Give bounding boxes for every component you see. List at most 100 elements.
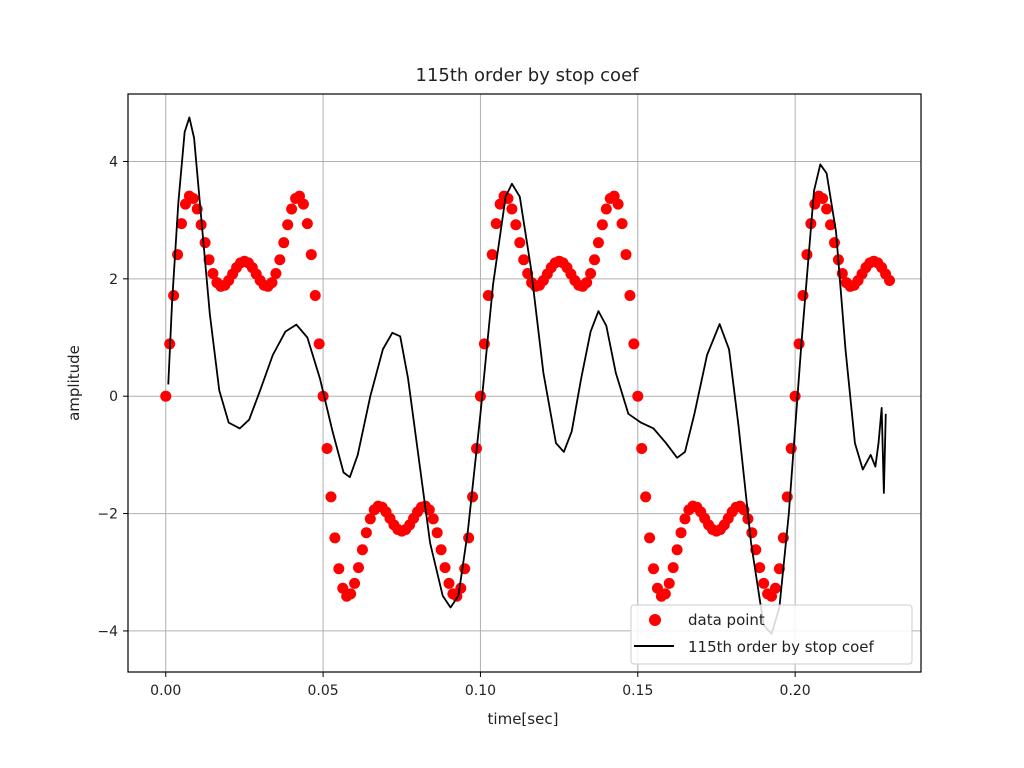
y-tick-label: 0 [109,389,118,405]
data-point [632,390,644,402]
data-point [620,249,632,261]
data-point [203,254,215,266]
data-point [199,237,211,249]
data-point [600,203,612,215]
data-point [659,588,671,600]
x-tick-label: 0.20 [780,683,811,699]
data-point [309,290,321,302]
data-point [360,527,372,539]
data-point [364,513,376,525]
plot-area [127,93,922,673]
data-point [443,577,455,589]
y-tick-label: 4 [109,154,118,170]
data-point [313,338,325,350]
data-point [596,219,608,231]
data-point [817,193,829,205]
data-point [793,338,805,350]
data-point [828,237,840,249]
data-point [679,513,691,525]
data-point [333,563,345,575]
data-point [514,237,526,249]
legend-label-data-point: data point [688,611,765,629]
data-point [510,219,522,231]
data-point [286,203,298,215]
y-axis: −4 −2 0 2 4 [97,154,128,640]
y-tick-label: −4 [97,624,118,640]
data-point [675,527,687,539]
data-point [746,527,758,539]
data-point [797,290,809,302]
legend: data point 115th order by stop coef [630,604,913,665]
data-point [884,275,896,287]
data-point [467,491,479,503]
x-tick-label: 0.00 [150,683,181,699]
data-point [176,218,187,230]
data-point [825,219,837,231]
data-point [616,218,628,230]
data-point [518,254,530,266]
data-point [663,577,675,589]
legend-box [630,604,913,665]
data-point [207,268,219,280]
x-axis: 0.00 0.05 0.10 0.15 0.20 [150,672,811,699]
data-point [785,443,797,455]
data-point [789,390,801,402]
x-tick-label: 0.10 [465,683,496,699]
data-point [455,582,467,594]
data-point [356,544,368,556]
data-point [624,290,636,302]
data-point [769,582,781,594]
data-point [345,588,357,600]
data-point [671,544,683,556]
data-point [172,249,184,261]
data-point [474,390,486,402]
data-point [506,203,518,215]
data-point [463,532,475,544]
data-point [592,237,604,249]
data-point [325,491,337,503]
data-point [187,193,199,205]
data-point [317,390,329,402]
data-point [612,198,624,210]
y-tick-label: 2 [109,272,118,288]
fit-line [167,116,887,635]
data-point [431,527,443,539]
data-point [266,277,278,289]
data-point [297,198,309,210]
data-point [439,562,451,574]
x-axis-label: time[sec] [488,710,559,728]
data-point [435,544,447,556]
data-point [329,532,341,544]
y-axis-label: amplitude [65,345,83,421]
plot-frame [127,93,922,673]
data-point [628,338,640,350]
data-point [758,577,770,589]
y-tick-label: −2 [97,507,118,523]
data-point [490,218,502,230]
data-point [486,249,498,261]
data-point [321,443,333,455]
data-point [801,249,813,261]
data-point [644,532,656,544]
data-point [581,277,593,289]
data-point [754,562,766,574]
data-point [427,513,439,525]
data-point [274,254,286,266]
data-point [636,443,648,455]
data-point [278,237,290,249]
data-point [821,203,833,215]
data-point [648,563,660,575]
legend-marker-data-point [649,614,661,626]
data-point [168,290,180,302]
data-point [301,218,313,230]
data-point [589,254,601,266]
legend-label-fit-line: 115th order by stop coef [688,638,875,656]
x-tick-label: 0.05 [308,683,339,699]
data-point [270,268,282,280]
x-tick-label: 0.15 [622,683,653,699]
data-point [353,562,364,574]
data-point [282,219,294,231]
data-point [349,577,361,589]
data-point [585,268,597,280]
